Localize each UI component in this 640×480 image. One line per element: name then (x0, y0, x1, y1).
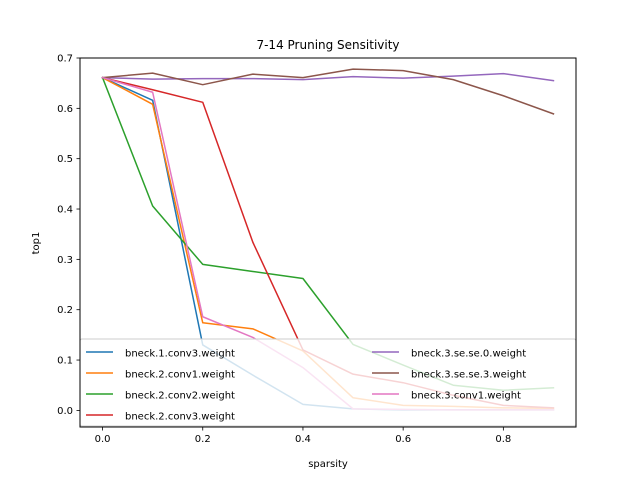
y-tick-label: 0.4 (57, 205, 73, 216)
x-tick-label: 0.4 (295, 434, 311, 445)
y-tick-label: 0.5 (57, 154, 73, 165)
x-tick-label: 0.0 (95, 434, 111, 445)
y-tick-label: 0.7 (57, 54, 73, 65)
x-tick-label: 0.8 (495, 434, 511, 445)
x-axis-title: sparsity (308, 459, 348, 470)
legend: bneck.1.conv3.weight bneck.2.conv1.weight… (79, 338, 577, 427)
y-tick-label: 0.3 (57, 255, 73, 266)
y-axis-title: top1 (31, 232, 42, 255)
x-axis: 0.0 0.2 0.4 0.6 0.8 (95, 427, 511, 445)
legend-label: bneck.2.conv3.weight (125, 412, 235, 423)
y-tick-label: 0.1 (57, 356, 73, 367)
legend-label: bneck.1.conv3.weight (125, 349, 235, 360)
series-line-5 (101, 68, 555, 115)
legend-label: bneck.3.conv1.weight (411, 391, 521, 402)
x-tick-label: 0.2 (195, 434, 211, 445)
y-tick-label: 0.0 (57, 406, 73, 417)
x-tick-label: 0.6 (395, 434, 411, 445)
legend-label: bneck.3.se.se.3.weight (411, 370, 526, 381)
legend-label: bneck.2.conv2.weight (125, 391, 235, 402)
chart-title: 7-14 Pruning Sensitivity (256, 38, 399, 52)
y-tick-label: 0.6 (57, 104, 73, 115)
y-axis: 0.0 0.1 0.2 0.3 0.4 0.5 0.6 0.7 (57, 54, 80, 417)
y-tick-label: 0.2 (57, 305, 73, 316)
legend-label: bneck.2.conv1.weight (125, 370, 235, 381)
legend-label: bneck.3.se.se.0.weight (411, 349, 526, 360)
plot-frame (79, 57, 577, 428)
